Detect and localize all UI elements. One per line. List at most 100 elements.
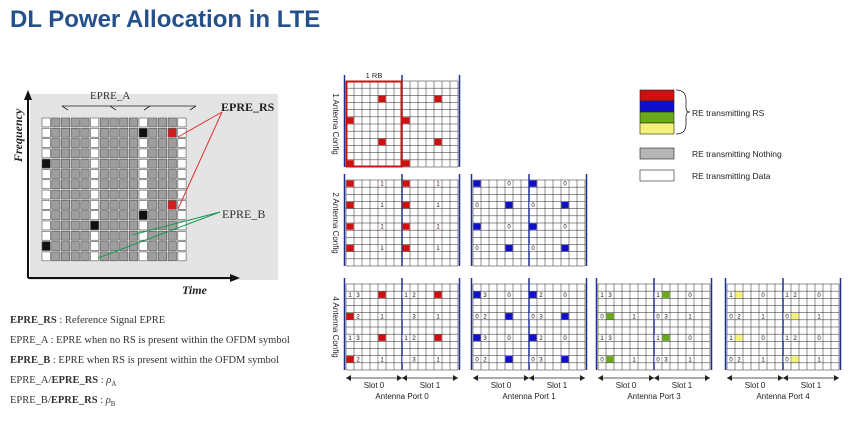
frequency-axis-arrow <box>24 90 32 100</box>
re-cell <box>129 179 138 190</box>
re-cell <box>51 138 61 148</box>
re-cell <box>158 128 167 138</box>
re-label: 0 <box>785 357 789 363</box>
re-cell <box>158 138 167 148</box>
re-cell <box>51 200 61 210</box>
re-cell <box>119 138 129 148</box>
re-cell <box>158 251 167 262</box>
re-label: 1 <box>436 314 440 320</box>
re-cell <box>654 334 662 341</box>
re-cell <box>473 313 481 320</box>
re-cell <box>90 200 100 210</box>
re-cell <box>177 148 187 159</box>
re-label: 1 <box>380 203 384 209</box>
re-cell <box>70 148 80 159</box>
re-label: 2 <box>737 314 741 320</box>
re-cell <box>138 158 148 169</box>
re-cell <box>129 128 138 138</box>
re-cell <box>505 313 513 320</box>
re-cell <box>346 356 354 363</box>
re-cell <box>70 169 80 179</box>
re-cell <box>119 210 129 220</box>
re-cell <box>378 180 386 187</box>
re-cell <box>177 210 187 220</box>
re-cell <box>119 220 129 231</box>
re-cell <box>70 128 80 138</box>
legend-nothing-label: RE transmitting Nothing <box>692 149 782 159</box>
re-cell <box>41 128 51 138</box>
re-cell <box>148 179 158 190</box>
re-cell <box>119 158 129 169</box>
re-rs-cell <box>402 117 410 124</box>
re-cell <box>537 313 545 320</box>
re-label: 1 <box>729 336 733 342</box>
re-cell <box>80 138 90 148</box>
slot-arrowhead <box>346 375 351 381</box>
re-cell <box>61 231 71 241</box>
re-cell <box>158 148 167 159</box>
re-cell <box>109 189 119 200</box>
re-cell <box>129 200 138 210</box>
re-cell <box>41 241 51 251</box>
re-cell <box>529 356 537 363</box>
re-cell <box>80 169 90 179</box>
re-cell <box>129 117 138 128</box>
re-cell <box>537 334 545 341</box>
re-cell <box>119 231 129 241</box>
re-label: 1 <box>688 357 692 363</box>
re-label: 2 <box>793 293 797 299</box>
re-cell <box>346 291 354 298</box>
definitions-list: EPRE_RS : Reference Signal EPRE EPRE_A :… <box>10 314 290 414</box>
re-cell <box>362 291 370 298</box>
re-cell <box>434 244 442 252</box>
re-label: 0 <box>817 336 821 342</box>
re-cell <box>138 231 148 241</box>
re-cell <box>90 251 100 262</box>
re-cell <box>51 158 61 169</box>
re-label: 1 <box>656 336 660 342</box>
re-cell <box>354 356 362 363</box>
re-cell <box>51 231 61 241</box>
re-cell <box>378 334 386 341</box>
re-cell <box>90 231 100 241</box>
re-label: 1 <box>688 314 692 320</box>
re-cell <box>70 210 80 220</box>
re-label: 0 <box>507 182 511 188</box>
re-cell <box>80 158 90 169</box>
slot1-label: Slot 1 <box>420 381 441 390</box>
re-label: 1 <box>600 336 604 342</box>
re-cell <box>167 117 177 128</box>
re-label: 2 <box>412 293 416 299</box>
epre-a-tick <box>143 105 151 111</box>
re-cell <box>505 356 513 363</box>
re-cell <box>109 138 119 148</box>
re-cell <box>783 291 791 298</box>
slot0-label: Slot 0 <box>745 381 766 390</box>
re-cell <box>138 117 148 128</box>
re-rs-cell <box>434 138 442 146</box>
re-cell <box>80 148 90 159</box>
re-cell <box>119 200 129 210</box>
re-cell <box>177 158 187 169</box>
re-cell <box>791 356 799 363</box>
slot1-label: Slot 1 <box>547 381 568 390</box>
re-cell <box>129 148 138 159</box>
slot1-label: Slot 1 <box>672 381 693 390</box>
re-cell <box>434 291 442 298</box>
re-cell <box>735 313 743 320</box>
re-cell <box>158 241 167 251</box>
re-cell <box>630 291 638 298</box>
re-cell <box>138 200 148 210</box>
re-cell <box>90 220 100 231</box>
re-cell <box>80 220 90 231</box>
re-label: 1 <box>380 314 384 320</box>
re-cell <box>41 210 51 220</box>
definition-epre-rs: EPRE_RS : Reference Signal EPRE <box>10 315 166 326</box>
re-cell <box>109 179 119 190</box>
re-label: 1 <box>404 293 408 299</box>
re-cell <box>99 251 109 262</box>
re-label: 1 <box>785 336 789 342</box>
re-cell <box>41 251 51 262</box>
definition-epre-a: EPRE_A : EPRE when no RS is present with… <box>10 335 290 346</box>
re-cell <box>70 241 80 251</box>
